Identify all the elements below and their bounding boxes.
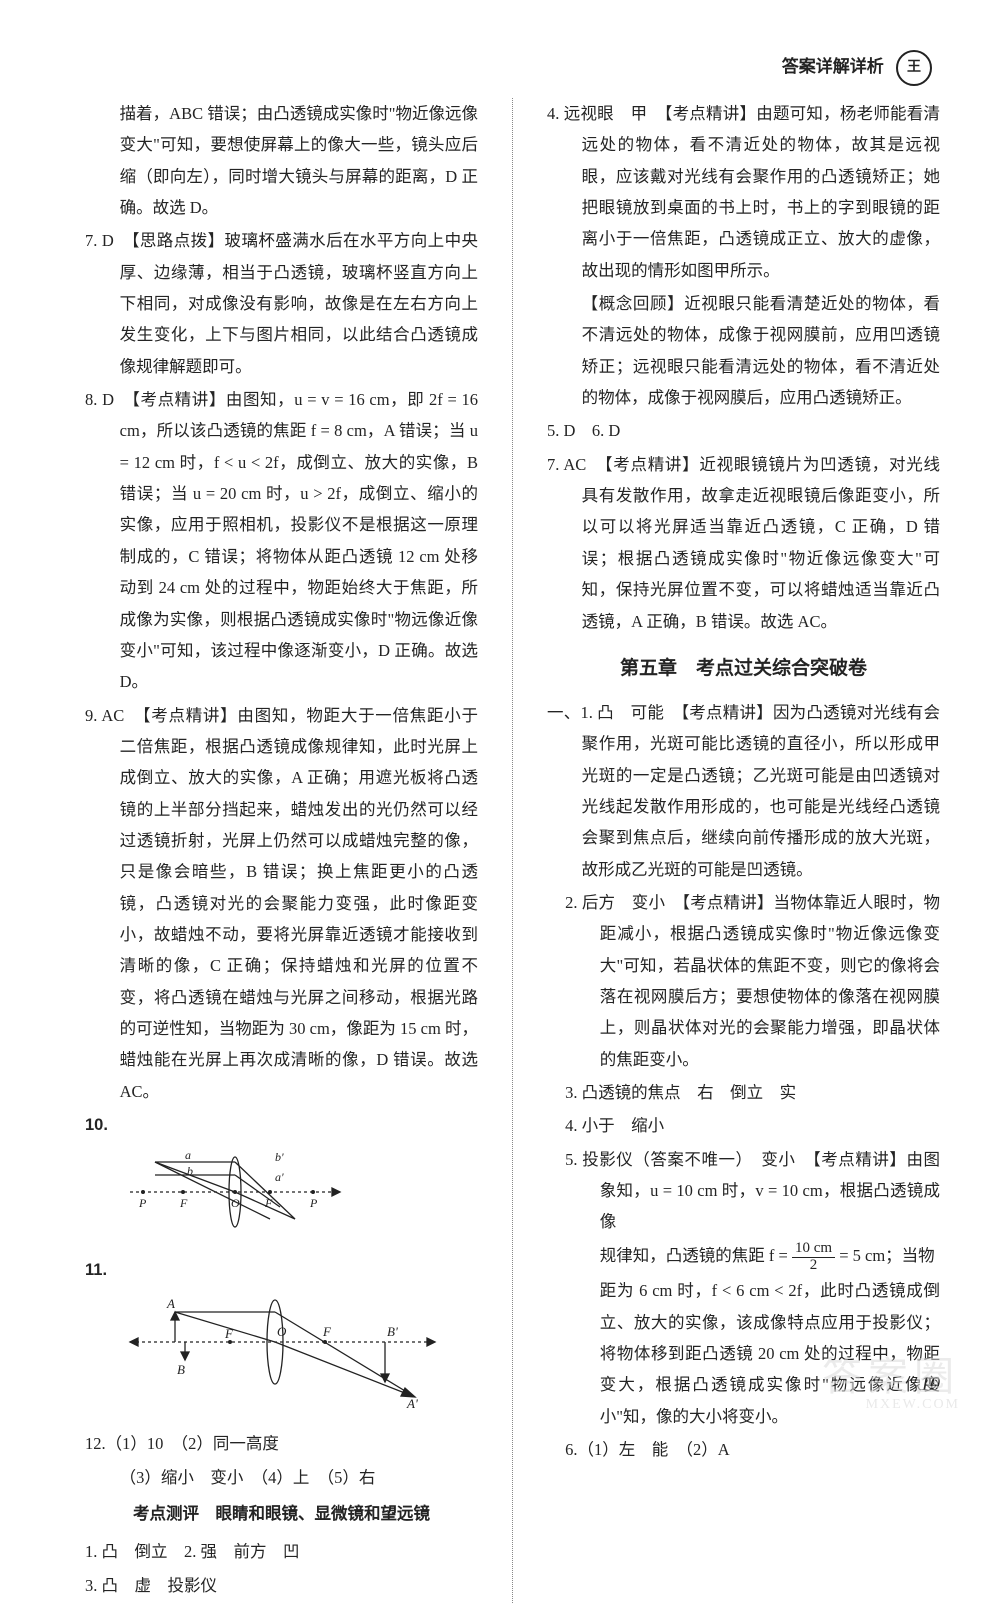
r5b-post: = 5 cm；当物 xyxy=(839,1246,934,1265)
r5b: 规律知，凸透镜的焦距 f = 10 cm 2 = 5 cm；当物 xyxy=(547,1240,940,1273)
diagram-10: a b' b a' P F O F P xyxy=(125,1147,478,1247)
header-emblem: 王 xyxy=(896,50,932,86)
answer-12b: （3）缩小 变小 （4）上 （5）右 xyxy=(85,1462,478,1493)
subsection-title: 考点测评 眼睛和眼镜、显微镜和望远镜 xyxy=(85,1499,478,1530)
d10-P1: P xyxy=(138,1196,147,1210)
r-answer-4b: 【概念回顾】近视眼只能看清楚近处的物体，看不清远处的物体，成像于视网膜前，应用凹… xyxy=(547,288,940,413)
r-answer-4: 4. 远视眼 甲 【考点精讲】由题可知，杨老师能看清远处的物体，看不清近处的物体… xyxy=(547,98,940,286)
chapter-title: 第五章 考点过关综合突破卷 xyxy=(547,651,940,687)
d10-F2: F xyxy=(264,1196,273,1210)
d11-F2: F xyxy=(322,1324,332,1339)
content-columns: 描着，ABC 错误；由凸透镜成实像时"物近像远像变大"可知，要想使屏幕上的像大一… xyxy=(85,98,940,1603)
header-title: 答案详解详析 xyxy=(782,57,884,76)
d10-ap: a' xyxy=(275,1170,284,1184)
d11-O: O xyxy=(277,1324,287,1339)
right-column: 4. 远视眼 甲 【考点精讲】由题可知，杨老师能看清远处的物体，看不清近处的物体… xyxy=(547,98,940,1603)
d10-a: a xyxy=(185,1148,191,1162)
answer-7: 7. D 【思路点拨】玻璃杯盛满水后在水平方向上中央厚、边缘薄，相当于凸透镜，玻… xyxy=(85,225,478,382)
d11-Ap: A' xyxy=(406,1396,418,1411)
label-11: 11. xyxy=(85,1261,107,1279)
r6: 6.（1）左 能 （2）A xyxy=(547,1434,940,1465)
r3: 3. 凸透镜的焦点 右 倒立 实 xyxy=(547,1077,940,1108)
left-column: 描着，ABC 错误；由凸透镜成实像时"物近像远像变大"可知，要想使屏幕上的像大一… xyxy=(85,98,478,1603)
page-header: 答案详解详析 王 xyxy=(85,50,940,98)
column-divider xyxy=(512,98,513,1603)
d11-A: A xyxy=(166,1296,175,1311)
frac-num: 10 cm xyxy=(792,1241,835,1258)
d11-F1: F xyxy=(224,1326,234,1341)
answer-8: 8. D 【考点精讲】由图知，u = v = 16 cm，即 2f = 16 c… xyxy=(85,384,478,697)
d11-B: B xyxy=(177,1362,185,1377)
answer-line-1-2: 1. 凸 倒立 2. 强 前方 凹 xyxy=(85,1536,478,1567)
d10-F1: F xyxy=(179,1196,188,1210)
watermark-url: MXEW.COM xyxy=(866,1392,960,1419)
answer-9: 9. AC 【考点精讲】由图知，物距大于一倍焦距小于二倍焦距，根据凸透镜成像规律… xyxy=(85,700,478,1107)
d10-P2: P xyxy=(309,1196,318,1210)
d10-bp: b' xyxy=(275,1150,284,1164)
answer-12a: 12.（1）10 （2）同一高度 xyxy=(85,1428,478,1459)
frac-den: 2 xyxy=(792,1258,835,1274)
answer-line-3: 3. 凸 虚 投影仪 xyxy=(85,1570,478,1601)
intro-paragraph: 描着，ABC 错误；由凸透镜成实像时"物近像远像变大"可知，要想使屏幕上的像大一… xyxy=(85,98,478,223)
answer-10-label: 10. xyxy=(85,1109,478,1141)
fraction: 10 cm 2 xyxy=(792,1241,835,1274)
diagram-11: A B F O F A' B' xyxy=(125,1292,478,1422)
d10-O: O xyxy=(231,1196,240,1210)
r-answer-7: 7. AC 【考点精讲】近视眼镜镜片为凹透镜，对光线具有发散作用，故拿走近视眼镜… xyxy=(547,449,940,637)
d10-b: b xyxy=(187,1164,193,1178)
r5a: 5. 投影仪（答案不唯一） 变小 【考点精讲】由图象知，u = 10 cm 时，… xyxy=(547,1144,940,1238)
label-10: 10. xyxy=(85,1116,108,1134)
r5b-pre: 规律知，凸透镜的焦距 f = xyxy=(600,1246,792,1265)
r2: 2. 后方 变小 【考点精讲】当物体靠近人眼时，物距减小，根据凸透镜成实像时"物… xyxy=(547,887,940,1075)
r4: 4. 小于 缩小 xyxy=(547,1110,940,1141)
d11-Bp: B' xyxy=(387,1324,398,1339)
r1: 一、1. 凸 可能 【考点精讲】因为凸透镜对光线有会聚作用，光斑可能比透镜的直径… xyxy=(547,697,940,885)
answer-11-label: 11. xyxy=(85,1254,478,1286)
r-answer-5-6: 5. D 6. D xyxy=(547,415,940,446)
